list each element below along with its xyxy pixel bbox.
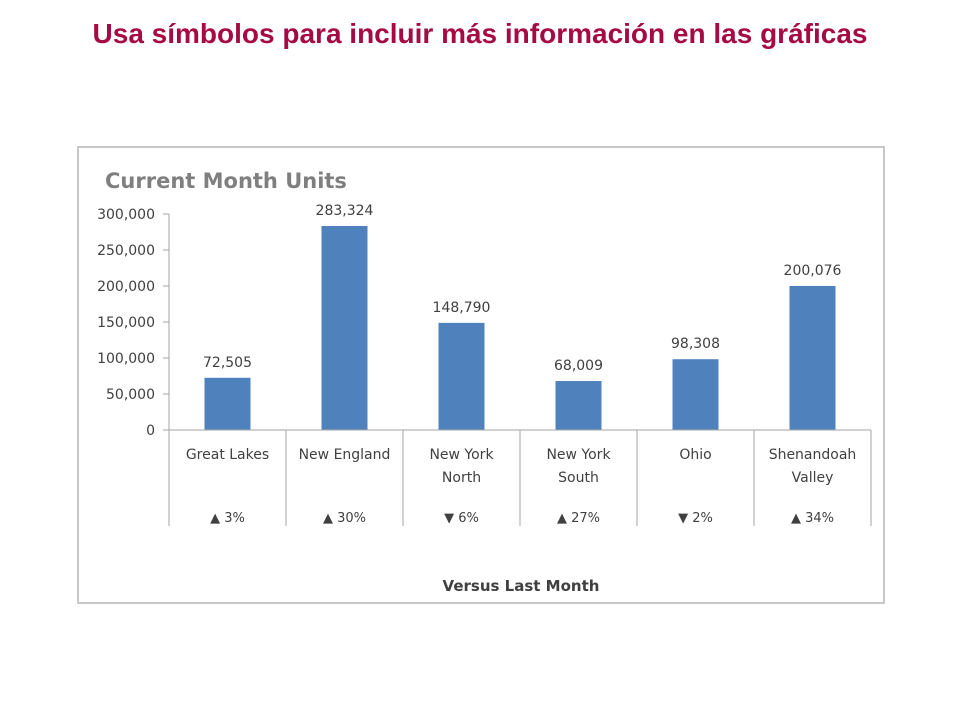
bar <box>438 322 485 430</box>
y-tick-label: 0 <box>146 423 155 439</box>
category-label: New York <box>429 447 494 463</box>
chart-title: Current Month Units <box>105 169 347 193</box>
y-axis: 300,000 250,000 200,000 150,000 100,000 50,00… <box>97 207 170 439</box>
change-vs-last-month-label: ▼ 6% <box>444 511 479 526</box>
bar <box>789 285 836 430</box>
category-label: Valley <box>792 470 834 486</box>
bar-chart: Current Month Units 300,000 250,000 200,00… <box>97 169 872 595</box>
x-axis-title: Versus Last Month <box>443 577 600 595</box>
change-vs-last-month-label: ▼ 2% <box>678 511 713 526</box>
slide-title: Usa símbolos para incluir más informació… <box>92 18 868 49</box>
bar <box>672 359 719 430</box>
y-tick-label: 200,000 <box>97 279 155 295</box>
category-label: New England <box>299 447 391 463</box>
bar <box>555 381 602 430</box>
category-label: Ohio <box>679 447 711 463</box>
x-axis: Great Lakes ▲ 3% New England ▲ 30% New York N… <box>168 429 872 526</box>
change-vs-last-month-label: ▲ 3% <box>210 511 245 526</box>
data-label: 98,308 <box>671 336 720 352</box>
change-vs-last-month-label: ▲ 27% <box>557 511 600 526</box>
y-tick-label: 100,000 <box>97 351 155 367</box>
bar <box>204 377 251 430</box>
data-label: 148,790 <box>433 300 491 316</box>
category-label: North <box>442 470 481 486</box>
change-vs-last-month-label: ▲ 34% <box>791 511 834 526</box>
change-vs-last-month-label: ▲ 30% <box>323 511 366 526</box>
category-label: Great Lakes <box>186 447 269 463</box>
category-label: New York <box>546 447 611 463</box>
y-tick-label: 300,000 <box>97 207 155 223</box>
bars: 72,505 283,324 148,790 68,009 98,308 200,076 <box>203 203 842 430</box>
y-tick-label: 250,000 <box>97 243 155 259</box>
data-label: 283,324 <box>316 203 374 219</box>
category-label: Shenandoah <box>769 447 857 463</box>
y-tick-label: 150,000 <box>97 315 155 331</box>
category-label: South <box>558 470 599 486</box>
y-tick-label: 50,000 <box>106 387 155 403</box>
data-label: 200,076 <box>784 263 842 279</box>
data-label: 72,505 <box>203 355 252 371</box>
bar <box>321 226 368 430</box>
data-label: 68,009 <box>554 358 603 374</box>
chart-frame: Current Month Units 300,000 250,000 200,00… <box>77 146 885 604</box>
